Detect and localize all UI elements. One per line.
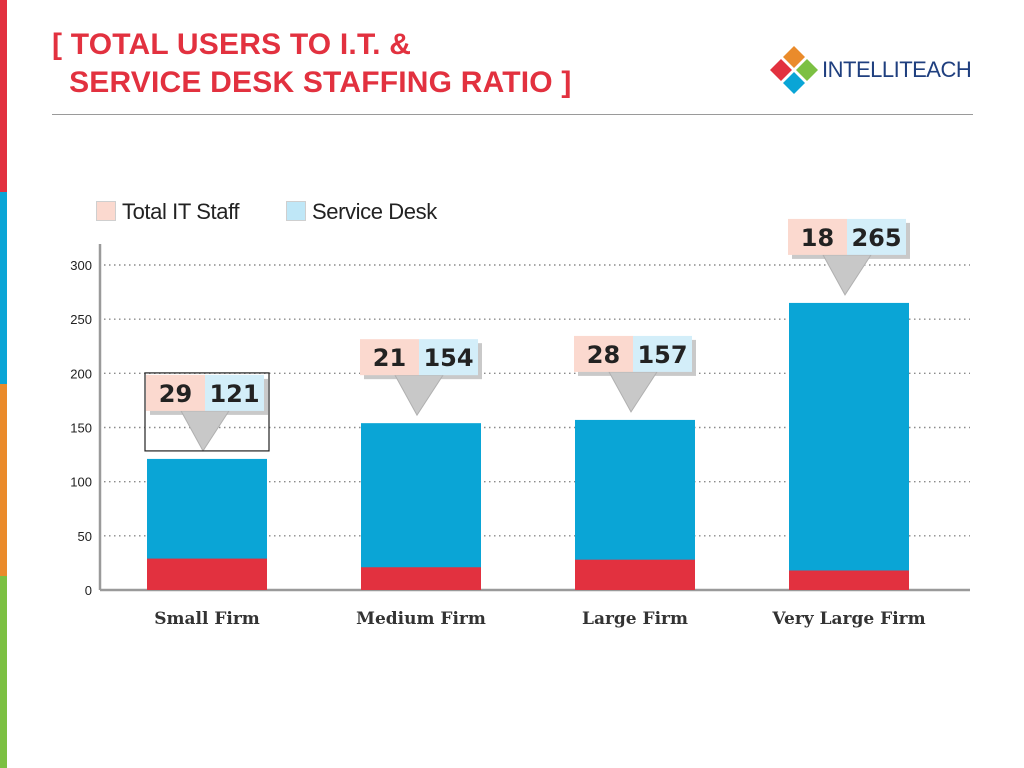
y-tick-label-250: 250: [70, 312, 92, 327]
callout-it-staff-value-small-firm: 29: [159, 380, 192, 408]
y-tick-label-300: 300: [70, 258, 92, 273]
callout-pointer-medium-firm: [394, 374, 444, 417]
bar-it-staff-very-large-firm: [789, 570, 909, 590]
callout-service-desk-bg-small-firm: [205, 374, 264, 411]
callout-service-desk-value-very-large-firm: 265: [851, 224, 901, 252]
callout-service-desk-bg-very-large-firm: [847, 218, 906, 255]
slide-title-line-1: [ TOTAL USERS TO I.T. &: [52, 28, 412, 61]
callout-service-desk-bg-medium-firm: [419, 339, 478, 376]
y-tick-label-150: 150: [70, 421, 92, 436]
callout-it-staff-bg-medium-firm: [360, 339, 419, 376]
callout-it-staff-value-large-firm: 28: [587, 341, 620, 369]
y-tick-label-0: 0: [85, 583, 92, 598]
callout-it-staff-bg-very-large-firm: [788, 218, 847, 255]
slide-title: [ TOTAL USERS TO I.T. & SERVICE DESK STA…: [52, 26, 572, 102]
side-stripe-blue: [0, 192, 7, 384]
logo-text: INTELLITEACH: [822, 57, 972, 82]
callout-it-staff-bg-large-firm: [574, 335, 633, 372]
side-stripe-green: [0, 576, 7, 768]
y-tick-label-100: 100: [70, 475, 92, 490]
x-tick-label-medium-firm: Medium Firm: [356, 609, 486, 629]
callout-it-staff-bg-small-firm: [146, 374, 205, 411]
x-tick-label-very-large-firm: Very Large Firm: [771, 609, 925, 629]
legend-label-it-staff: Total IT Staff: [122, 199, 240, 224]
legend-swatch-service-desk: [286, 201, 306, 221]
callout-service-desk-bg-large-firm: [633, 335, 692, 372]
intelliteach-logo: INTELLITEACH: [768, 44, 978, 96]
slide-title-line-2: SERVICE DESK STAFFING RATIO ]: [52, 66, 572, 99]
callout-service-desk-value-large-firm: 157: [637, 341, 687, 369]
side-stripe-orange: [0, 384, 7, 576]
logo-diamond-icon: [770, 46, 818, 94]
y-tick-label-200: 200: [70, 366, 92, 381]
x-tick-label-small-firm: Small Firm: [154, 609, 260, 629]
callout-selection-frame-small-firm: [144, 372, 270, 452]
y-tick-label-50: 50: [78, 529, 92, 544]
title-divider: [52, 114, 973, 115]
callout-pointer-large-firm: [608, 371, 658, 413]
bar-it-staff-small-firm: [147, 558, 267, 590]
callout-it-staff-value-very-large-firm: 18: [801, 224, 834, 252]
side-stripe-red: [0, 0, 7, 192]
bar-it-staff-medium-firm: [361, 567, 481, 590]
legend-swatch-it-staff: [96, 201, 116, 221]
callout-pointer-very-large-firm: [822, 254, 872, 296]
callout-it-staff-value-medium-firm: 21: [373, 344, 406, 372]
bar-service-desk-medium-firm: [361, 423, 481, 590]
x-tick-label-large-firm: Large Firm: [582, 609, 688, 629]
bar-service-desk-very-large-firm: [789, 302, 909, 590]
callout-service-desk-value-medium-firm: 154: [423, 344, 473, 372]
callout-service-desk-value-small-firm: 121: [209, 380, 259, 408]
legend-label-service-desk: Service Desk: [312, 199, 437, 224]
bar-it-staff-large-firm: [575, 559, 695, 590]
callout-pointer-small-firm: [180, 410, 230, 452]
